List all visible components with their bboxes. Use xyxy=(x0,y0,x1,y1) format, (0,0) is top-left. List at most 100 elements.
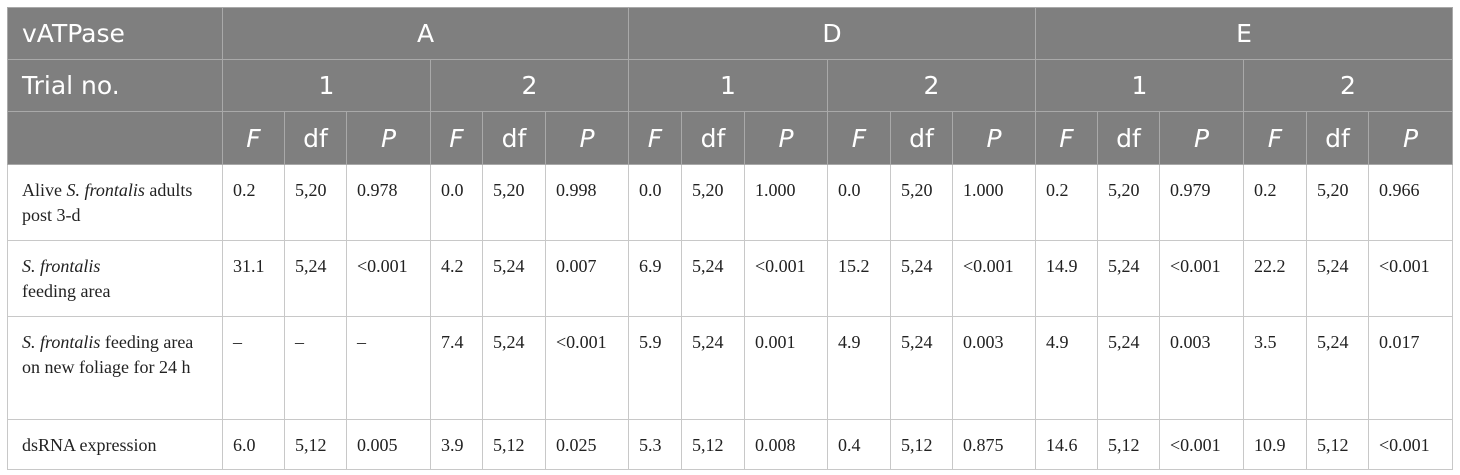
table-cell: <0.001 xyxy=(952,240,1036,317)
table-cell: <0.001 xyxy=(1368,240,1453,317)
table-cell: <0.001 xyxy=(545,316,629,420)
table-cell: 5,20 xyxy=(1306,164,1369,241)
table-cell: 0.005 xyxy=(346,419,431,470)
table-cell: 4.2 xyxy=(430,240,483,317)
row-label-text: feeding area xyxy=(22,281,111,301)
row-label: dsRNA expression xyxy=(7,419,223,470)
trial-header: 1 xyxy=(1035,59,1244,112)
table-cell: 0.4 xyxy=(827,419,891,470)
table-cell: <0.001 xyxy=(1159,240,1244,317)
table-cell: 0.007 xyxy=(545,240,629,317)
table-cell: 0.003 xyxy=(1159,316,1244,420)
stat-header-f: F xyxy=(1243,111,1307,165)
stat-header-p: P xyxy=(346,111,431,165)
table-cell: 1.000 xyxy=(952,164,1036,241)
row-label-text: feeding area on new foliage for 24 h xyxy=(22,332,194,377)
group-header-d: D xyxy=(628,7,1036,60)
header-empty-cell xyxy=(7,111,223,165)
table-cell: 5,24 xyxy=(1097,316,1160,420)
table-cell: 5,24 xyxy=(1306,240,1369,317)
row-label-text: Alive xyxy=(22,180,67,200)
table-row-feeding-area: S. frontalis feeding area 31.1 5,24 <0.001 4.… xyxy=(7,240,1453,317)
table-cell: 5,24 xyxy=(681,316,745,420)
stat-header-p: P xyxy=(952,111,1036,165)
group-header-a: A xyxy=(222,7,629,60)
table-cell: 31.1 xyxy=(222,240,285,317)
table-cell: 14.6 xyxy=(1035,419,1098,470)
stat-header-f: F xyxy=(628,111,682,165)
table-cell: 7.4 xyxy=(430,316,483,420)
table-cell: 0.001 xyxy=(744,316,828,420)
row-label-text: dsRNA expression xyxy=(22,435,157,455)
table-cell: 1.000 xyxy=(744,164,828,241)
species-name: S. frontalis xyxy=(22,332,101,352)
table-cell: 5,12 xyxy=(482,419,546,470)
table-cell: 0.017 xyxy=(1368,316,1453,420)
table-cell: 5,20 xyxy=(890,164,953,241)
table-cell: 0.0 xyxy=(827,164,891,241)
table-cell: – xyxy=(222,316,285,420)
trial-header: 2 xyxy=(430,59,629,112)
stat-header-p: P xyxy=(1159,111,1244,165)
stat-header-df: df xyxy=(1097,111,1160,165)
table-cell: 0.0 xyxy=(628,164,682,241)
table-cell: 5,20 xyxy=(681,164,745,241)
table-cell: 5,24 xyxy=(482,240,546,317)
table-cell: 0.875 xyxy=(952,419,1036,470)
table-cell: 5,12 xyxy=(681,419,745,470)
row-label: S. frontalis feeding area on new foliage… xyxy=(7,316,223,420)
table-cell: 22.2 xyxy=(1243,240,1307,317)
table-cell: 0.979 xyxy=(1159,164,1244,241)
table-cell: 5,24 xyxy=(482,316,546,420)
table-cell: 0.025 xyxy=(545,419,629,470)
stat-header-f: F xyxy=(827,111,891,165)
species-name: S. frontalis xyxy=(66,180,145,200)
table-cell: – xyxy=(346,316,431,420)
table-cell: 5.9 xyxy=(628,316,682,420)
table-cell: 5,12 xyxy=(890,419,953,470)
trial-header: 2 xyxy=(1243,59,1453,112)
stat-header-p: P xyxy=(744,111,828,165)
stat-header-df: df xyxy=(681,111,745,165)
trial-header: 2 xyxy=(827,59,1036,112)
table-cell: 6.9 xyxy=(628,240,682,317)
table-cell: 0.998 xyxy=(545,164,629,241)
table-cell: 0.003 xyxy=(952,316,1036,420)
table-cell: 14.9 xyxy=(1035,240,1098,317)
table-cell: 5,20 xyxy=(284,164,347,241)
table-cell: 5,24 xyxy=(284,240,347,317)
table-row-alive: Alive S. frontalis adults post 3-d 0.2 5,2… xyxy=(7,164,1453,241)
table-cell: 0.2 xyxy=(222,164,285,241)
table-cell: <0.001 xyxy=(1159,419,1244,470)
stat-header-p: P xyxy=(545,111,629,165)
row-label: S. frontalis feeding area xyxy=(7,240,223,317)
stat-header-df: df xyxy=(890,111,953,165)
header-row-trial: Trial no. 1 2 1 2 1 2 xyxy=(7,59,1453,112)
stat-header-f: F xyxy=(1035,111,1098,165)
table-cell: 5,24 xyxy=(681,240,745,317)
stat-header-df: df xyxy=(1306,111,1369,165)
header-row-gene: vATPase A D E xyxy=(7,7,1453,60)
table-row-feeding-area-new-foliage: S. frontalis feeding area on new foliage… xyxy=(7,316,1453,420)
table-cell: 0.2 xyxy=(1035,164,1098,241)
table-cell: 5,12 xyxy=(1097,419,1160,470)
table-cell: 4.9 xyxy=(1035,316,1098,420)
table-cell: 10.9 xyxy=(1243,419,1307,470)
table-cell: <0.001 xyxy=(346,240,431,317)
table-cell: 3.9 xyxy=(430,419,483,470)
table-cell: – xyxy=(284,316,347,420)
table-cell: 5,12 xyxy=(284,419,347,470)
header-label-vatpase: vATPase xyxy=(7,7,223,60)
table-cell: 4.9 xyxy=(827,316,891,420)
stat-header-f: F xyxy=(430,111,483,165)
table-cell: 0.0 xyxy=(430,164,483,241)
table-cell: 0.008 xyxy=(744,419,828,470)
table-cell: 0.2 xyxy=(1243,164,1307,241)
table-cell: 5,24 xyxy=(890,316,953,420)
group-header-e: E xyxy=(1035,7,1453,60)
table-cell: 5,12 xyxy=(1306,419,1369,470)
table-cell: 15.2 xyxy=(827,240,891,317)
